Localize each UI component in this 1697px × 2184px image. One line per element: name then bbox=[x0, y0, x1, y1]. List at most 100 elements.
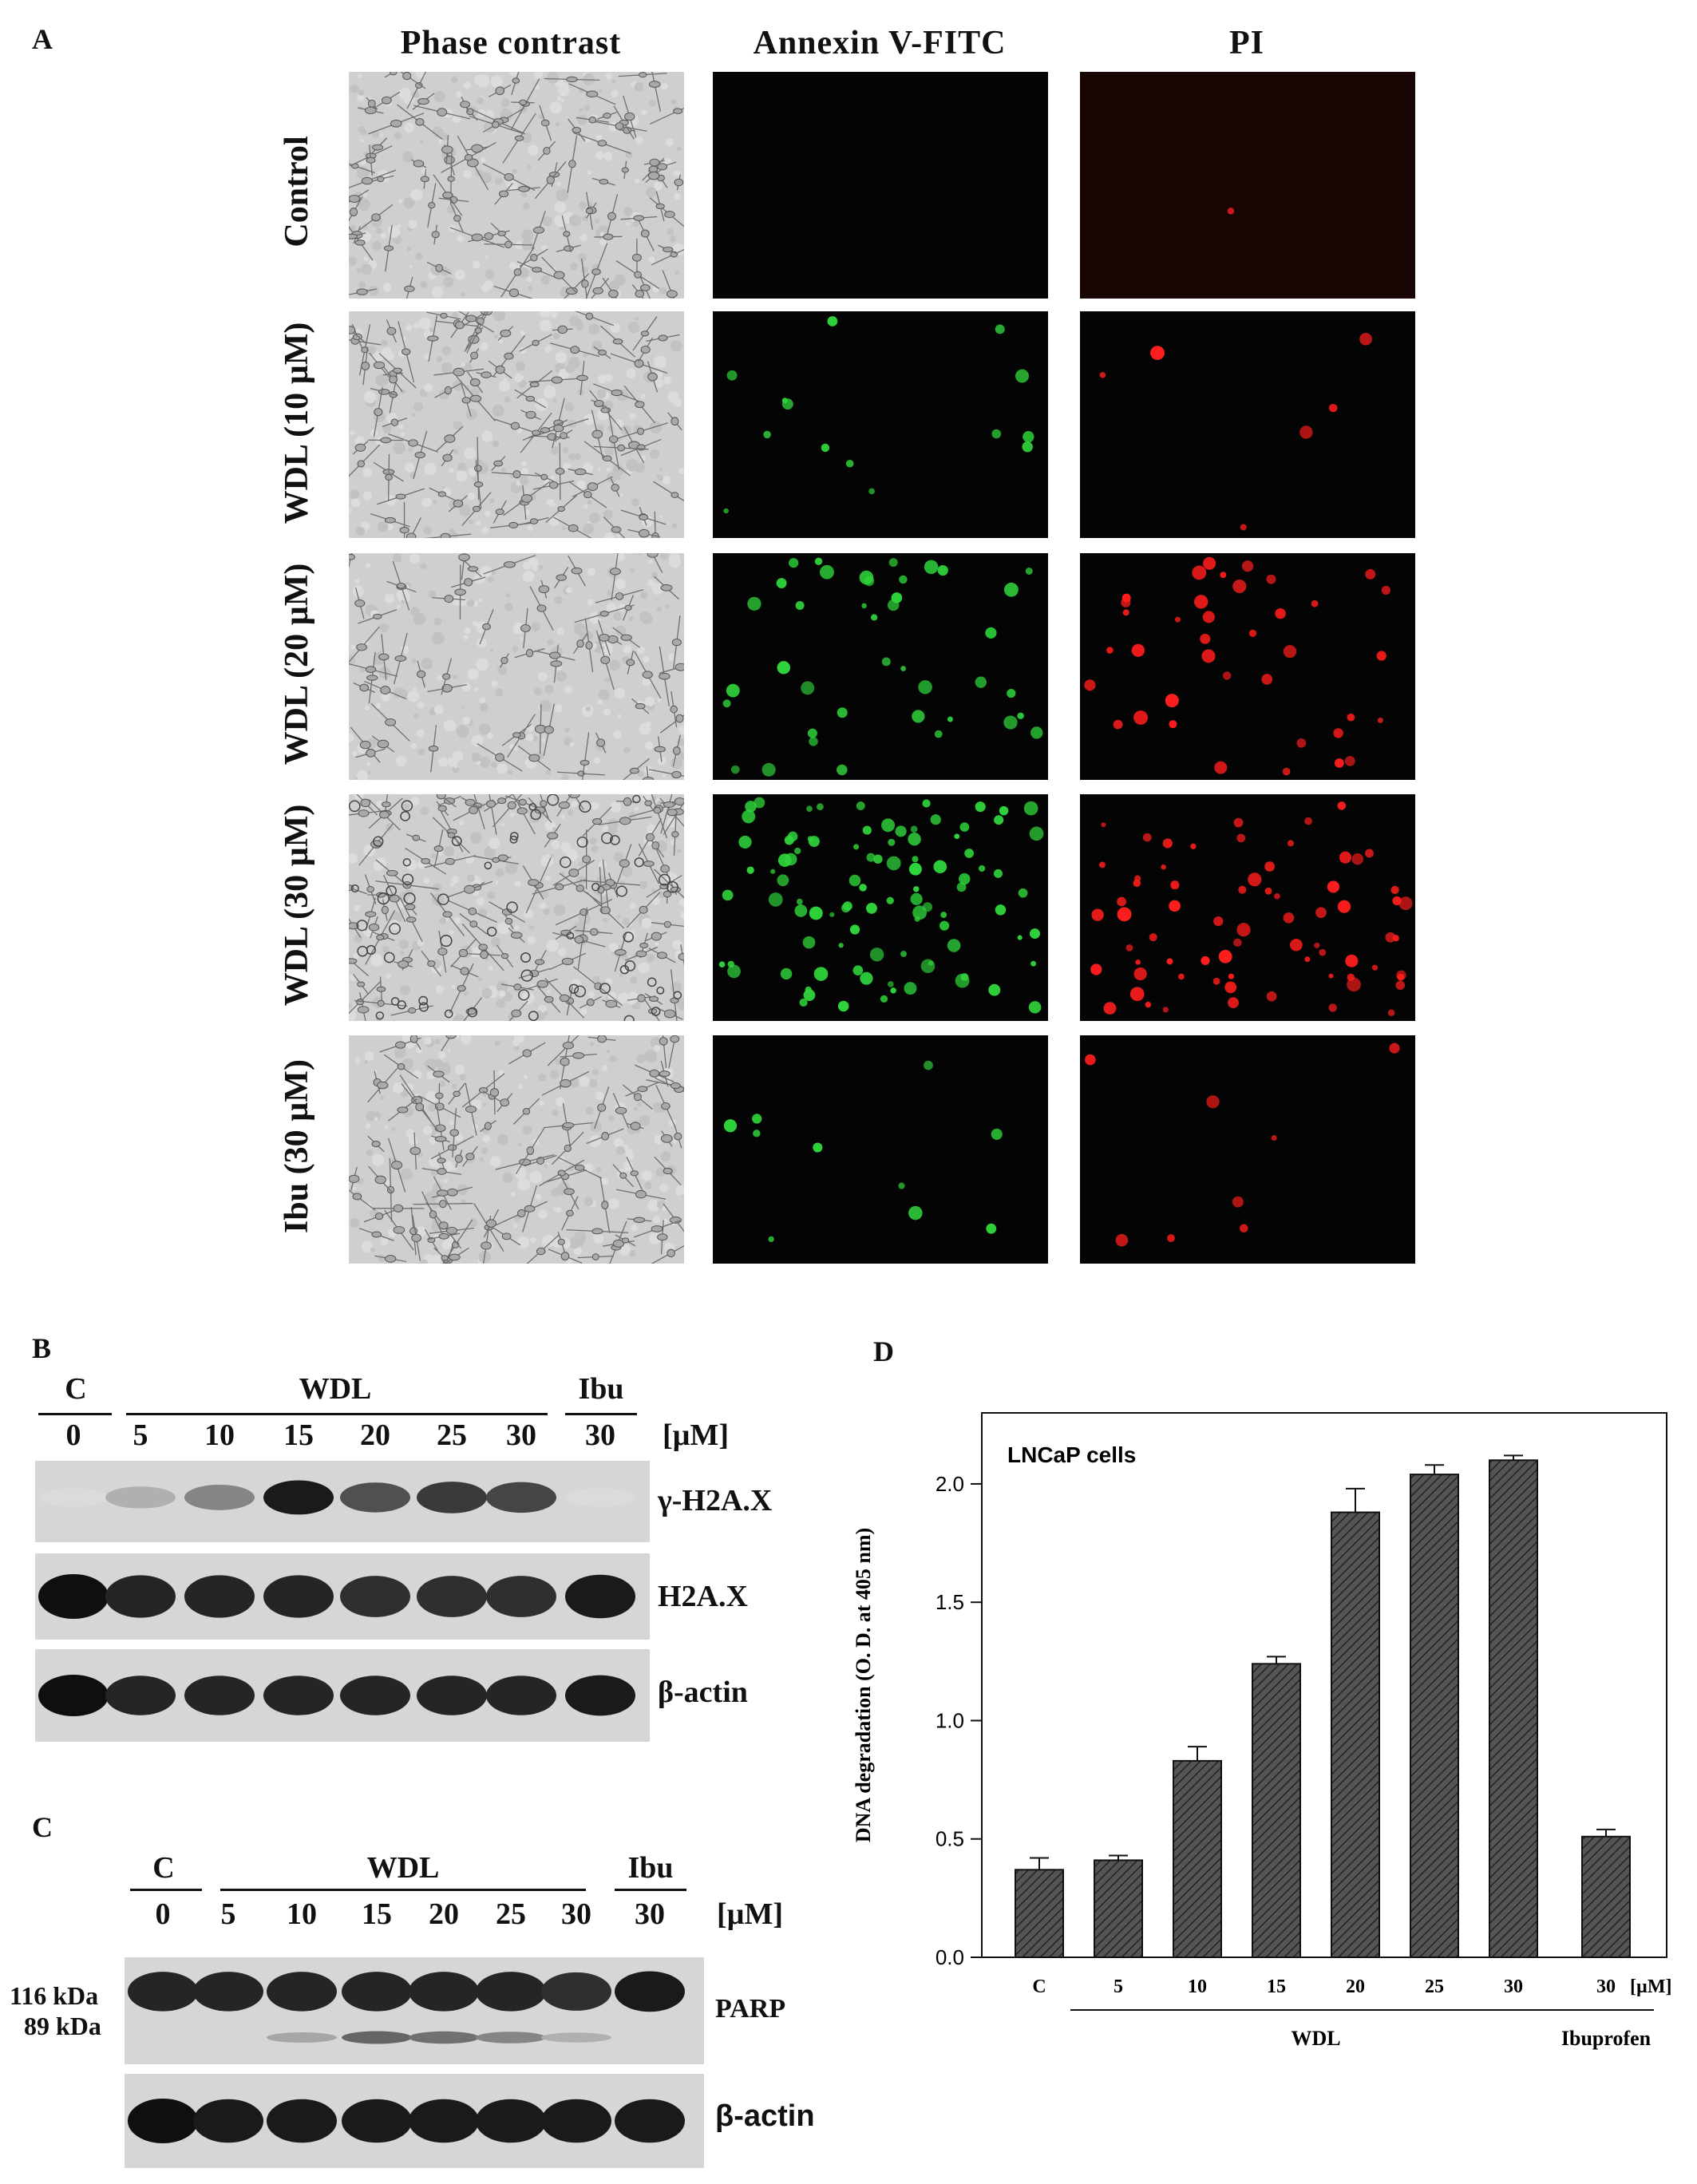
bar-2 bbox=[1094, 1859, 1143, 1958]
y-tick-label-3: 1.0 bbox=[936, 1708, 964, 1732]
panel-b-unit: [µM] bbox=[663, 1418, 730, 1452]
row-label-wdl-10: WDL (10 µM) bbox=[279, 322, 315, 524]
panel-c-group-ibu-line bbox=[615, 1889, 686, 1891]
y-tick-label-4: 1.5 bbox=[936, 1590, 964, 1614]
panelC-lane-3: 10 bbox=[287, 1897, 317, 1931]
panel-c-group-ibu: Ibu bbox=[627, 1851, 674, 1885]
y-axis-label: DNA degradation (O. D. at 405 nm) bbox=[852, 1528, 875, 1842]
panelB-lane-5: 20 bbox=[360, 1418, 390, 1452]
blot-b2-band-4 bbox=[263, 1676, 334, 1715]
blot-c0-band-5 bbox=[409, 1972, 479, 2012]
panel-a-letter: A bbox=[32, 23, 53, 55]
panelC-lane-1: 0 bbox=[155, 1897, 171, 1931]
x-tick-label-6: 25 bbox=[1425, 1976, 1444, 1997]
panelB-lane-1: 0 bbox=[65, 1418, 81, 1452]
bar-7 bbox=[1489, 1459, 1538, 1959]
blot-b1-band-2 bbox=[105, 1575, 176, 1618]
x-tick-label-5: 20 bbox=[1346, 1976, 1365, 1997]
blot-b1-band-8 bbox=[565, 1574, 635, 1619]
panel-b-group-wdl-line bbox=[126, 1413, 548, 1415]
group-label-2: Ibuprofen bbox=[1561, 2027, 1652, 2050]
blot-c1-band-1 bbox=[128, 2099, 198, 2143]
micrograph-pi-row-5 bbox=[1080, 1035, 1415, 1264]
dna-degradation-chart: 0.0 0.5 1.0 1.5 2.0 DNA degradation (O. D. at… bbox=[852, 1412, 1671, 2050]
panelB-lane-8: 30 bbox=[585, 1418, 615, 1452]
micrograph-annexin-row-2 bbox=[713, 311, 1048, 538]
panelC-lane-8: 30 bbox=[635, 1897, 665, 1931]
bar-8 bbox=[1581, 1835, 1631, 1959]
blot-b1-band-5 bbox=[340, 1576, 410, 1617]
column-header-phase: Phase contrast bbox=[400, 25, 622, 61]
x-tick-label-1: C bbox=[1032, 1976, 1046, 1997]
panel-b-letter: B bbox=[32, 1332, 52, 1364]
blot-b0-band-7 bbox=[486, 1482, 556, 1513]
blot-label-c-actin: β-actin bbox=[715, 2099, 815, 2133]
blot-c0-band-3 bbox=[267, 2032, 337, 2043]
micrograph-phase-row-2 bbox=[349, 311, 684, 538]
blot-b2-band-5 bbox=[340, 1676, 410, 1715]
y-tick-label-1: 0.0 bbox=[936, 1945, 964, 1969]
blot-b2-band-1 bbox=[38, 1675, 109, 1716]
micrograph-phase-row-5 bbox=[349, 1035, 684, 1264]
blot-b0-band-3 bbox=[184, 1484, 255, 1510]
x-tick-label-2: 5 bbox=[1114, 1976, 1123, 1997]
blot-label-h2ax: H2A.X bbox=[658, 1580, 748, 1613]
blot-c1-band-5 bbox=[409, 2099, 479, 2143]
blot-c0-band-4 bbox=[342, 1972, 412, 2012]
blot-c1-band-7 bbox=[541, 2099, 611, 2143]
bar-5 bbox=[1331, 1511, 1380, 1958]
micrograph-phase-row-4 bbox=[349, 794, 684, 1021]
y-tick-label-5: 2.0 bbox=[936, 1472, 964, 1496]
blot-b0-band-8 bbox=[565, 1488, 635, 1507]
blot-c1-band-2 bbox=[193, 2099, 263, 2143]
blot-b0-band-6 bbox=[417, 1482, 487, 1513]
blot-c1-band-8 bbox=[615, 2099, 685, 2143]
panelC-lane-6: 25 bbox=[496, 1897, 526, 1931]
blot-b-actin bbox=[35, 1649, 650, 1742]
blot-c1-band-4 bbox=[342, 2099, 412, 2143]
micrograph-phase-row-1 bbox=[349, 72, 684, 299]
blot-c0-band-6 bbox=[476, 1972, 546, 2012]
plot-frame bbox=[981, 1412, 1667, 1958]
panelB-lane-7: 30 bbox=[506, 1418, 536, 1452]
blot-b2-band-8 bbox=[565, 1675, 635, 1716]
panel-c-group-wdl: WDL bbox=[366, 1851, 440, 1885]
column-header-annexin: Annexin V-FITC bbox=[753, 25, 1007, 61]
blot-c0-band-8 bbox=[615, 1971, 685, 2012]
micrograph-pi-row-4 bbox=[1080, 794, 1415, 1021]
blot-label-parp: PARP bbox=[715, 1994, 786, 2024]
panel-c-letter: C bbox=[32, 1811, 53, 1843]
column-header-pi: PI bbox=[1229, 25, 1264, 61]
micrograph-pi-row-2 bbox=[1080, 311, 1415, 538]
blot-label-b-actin: β-actin bbox=[658, 1676, 748, 1709]
panel-c-unit: [µM] bbox=[717, 1897, 784, 1931]
micrograph-pi-row-3 bbox=[1080, 553, 1415, 780]
panelC-lane-2: 5 bbox=[220, 1897, 236, 1931]
blot-b1-band-3 bbox=[184, 1575, 255, 1618]
panel-c-group-c: C bbox=[152, 1851, 175, 1885]
blot-c1-band-6 bbox=[476, 2099, 546, 2143]
micrograph-annexin-row-4 bbox=[713, 794, 1048, 1021]
bar-3 bbox=[1173, 1759, 1222, 1958]
x-tick-label-4: 15 bbox=[1267, 1976, 1286, 1997]
blot-c0-band-4 bbox=[342, 2031, 412, 2044]
blot-parp bbox=[125, 1957, 704, 2064]
blot-label-gamma-h2ax: γ-H2A.X bbox=[658, 1484, 773, 1517]
row-label-wdl-30: WDL (30 µM) bbox=[279, 804, 315, 1007]
blot-c0-band-3 bbox=[267, 1972, 337, 2012]
panelC-lane-5: 20 bbox=[429, 1897, 459, 1931]
micrograph-annexin-row-3 bbox=[713, 553, 1048, 780]
panel-d-letter: D bbox=[873, 1335, 894, 1367]
panel-b-group-c-line bbox=[38, 1413, 112, 1415]
panel-b-group-ibu: Ibu bbox=[578, 1372, 624, 1406]
blot-gamma-h2ax bbox=[35, 1461, 650, 1542]
x-tick-label-8: 30 bbox=[1596, 1976, 1616, 1997]
blot-b2-band-7 bbox=[486, 1676, 556, 1715]
bar-6 bbox=[1410, 1474, 1459, 1959]
blot-c0-band-5 bbox=[409, 2031, 479, 2044]
panel-b-group-c: C bbox=[65, 1372, 87, 1406]
blot-c-actin bbox=[125, 2074, 704, 2168]
blot-c0-band-1 bbox=[128, 1972, 198, 2012]
blot-c0-band-2 bbox=[193, 1972, 263, 2012]
blot-b0-band-5 bbox=[340, 1482, 410, 1513]
